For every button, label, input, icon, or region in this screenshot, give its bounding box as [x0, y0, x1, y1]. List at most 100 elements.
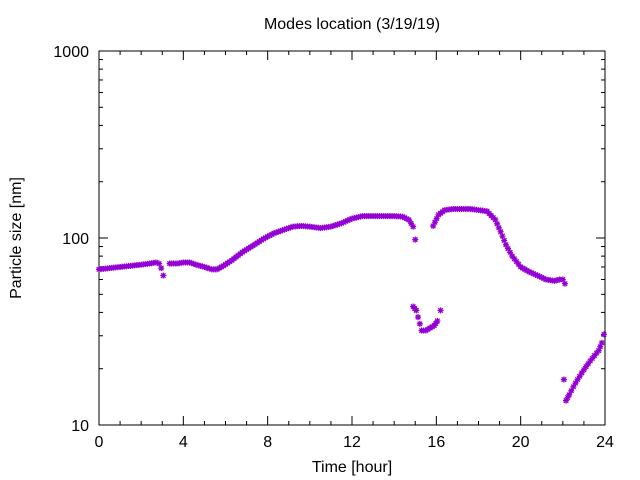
data-point: [576, 373, 583, 380]
data-point: [158, 265, 165, 272]
data-point: [568, 387, 575, 394]
data-points: [96, 205, 607, 404]
data-point: [515, 261, 522, 268]
data-point: [332, 222, 339, 229]
data-point: [534, 272, 541, 279]
data-point: [572, 380, 579, 387]
data-point: [600, 331, 607, 338]
x-tick-label: 16: [427, 434, 445, 451]
data-point: [536, 273, 543, 280]
data-point: [560, 376, 567, 383]
data-point: [203, 264, 210, 271]
x-tick-label: 24: [596, 434, 614, 451]
data-point: [405, 216, 412, 223]
x-tick-label: 8: [263, 434, 272, 451]
y-axis: 10 100 1000: [53, 44, 605, 435]
chart-title: Modes location (3/19/19): [264, 16, 440, 33]
data-point: [538, 274, 545, 281]
y-tick-label: 1000: [53, 44, 89, 61]
data-point: [218, 263, 225, 270]
data-point: [578, 369, 585, 376]
data-point: [413, 307, 420, 314]
data-point: [526, 268, 533, 275]
data-point: [160, 272, 167, 279]
data-point: [570, 383, 577, 390]
data-point: [283, 225, 290, 232]
data-point: [530, 270, 537, 277]
data-point: [585, 360, 592, 367]
data-point: [597, 343, 604, 350]
data-point: [270, 230, 277, 237]
data-point: [540, 275, 547, 282]
x-tick-label: 4: [179, 434, 188, 451]
x-axis: 0 4 8 12 16 20 24: [95, 51, 614, 451]
data-point: [340, 219, 347, 226]
data-point: [281, 226, 288, 233]
data-point: [408, 220, 415, 227]
data-point: [403, 215, 410, 222]
data-point: [564, 394, 571, 401]
data-point: [591, 352, 598, 359]
data-point: [574, 376, 581, 383]
data-point: [559, 276, 566, 283]
data-point: [505, 245, 512, 252]
data-point: [507, 249, 514, 256]
plot-border: [98, 50, 606, 426]
x-tick-label: 20: [512, 434, 530, 451]
data-point: [416, 320, 423, 327]
data-point: [494, 220, 501, 227]
data-point: [495, 224, 502, 231]
data-point: [188, 260, 195, 267]
data-point: [266, 232, 273, 239]
data-point: [344, 217, 351, 224]
data-point: [336, 220, 343, 227]
data-point: [595, 347, 602, 354]
data-point: [287, 224, 294, 231]
data-point: [156, 260, 163, 267]
data-point: [410, 223, 417, 230]
data-point: [561, 280, 568, 287]
data-point: [401, 214, 408, 221]
data-point: [431, 219, 438, 226]
data-point: [501, 237, 508, 244]
data-point: [434, 317, 441, 324]
data-point: [492, 216, 499, 223]
data-point: [502, 241, 509, 248]
data-point: [430, 222, 437, 229]
data-point: [598, 339, 605, 346]
data-point: [330, 222, 337, 229]
data-point: [346, 216, 353, 223]
data-point: [497, 228, 504, 235]
data-point: [216, 265, 223, 272]
plot-frame: [98, 50, 606, 426]
x-tick-label: 12: [343, 434, 361, 451]
data-point: [262, 234, 269, 241]
data-point: [412, 236, 419, 243]
data-point: [260, 235, 267, 242]
data-point: [342, 218, 349, 225]
data-point: [190, 260, 197, 267]
y-tick-label: 100: [62, 231, 89, 248]
data-point: [273, 229, 280, 236]
data-point: [334, 221, 341, 228]
data-point: [268, 231, 275, 238]
data-point: [399, 213, 406, 220]
data-point: [437, 307, 444, 314]
data-point: [562, 397, 569, 404]
data-point: [583, 363, 590, 370]
data-point: [589, 355, 596, 362]
data-point: [264, 233, 271, 240]
data-point: [327, 223, 334, 230]
data-point: [279, 227, 286, 234]
data-point: [587, 357, 594, 364]
data-point: [277, 228, 284, 235]
data-point: [415, 314, 422, 321]
data-point: [532, 271, 539, 278]
data-point: [186, 259, 193, 266]
data-point: [556, 276, 563, 283]
data-point: [593, 350, 600, 357]
y-axis-label: Particle size [nm]: [8, 177, 25, 299]
data-point: [152, 259, 159, 266]
data-point: [285, 225, 292, 232]
data-point: [275, 228, 282, 235]
